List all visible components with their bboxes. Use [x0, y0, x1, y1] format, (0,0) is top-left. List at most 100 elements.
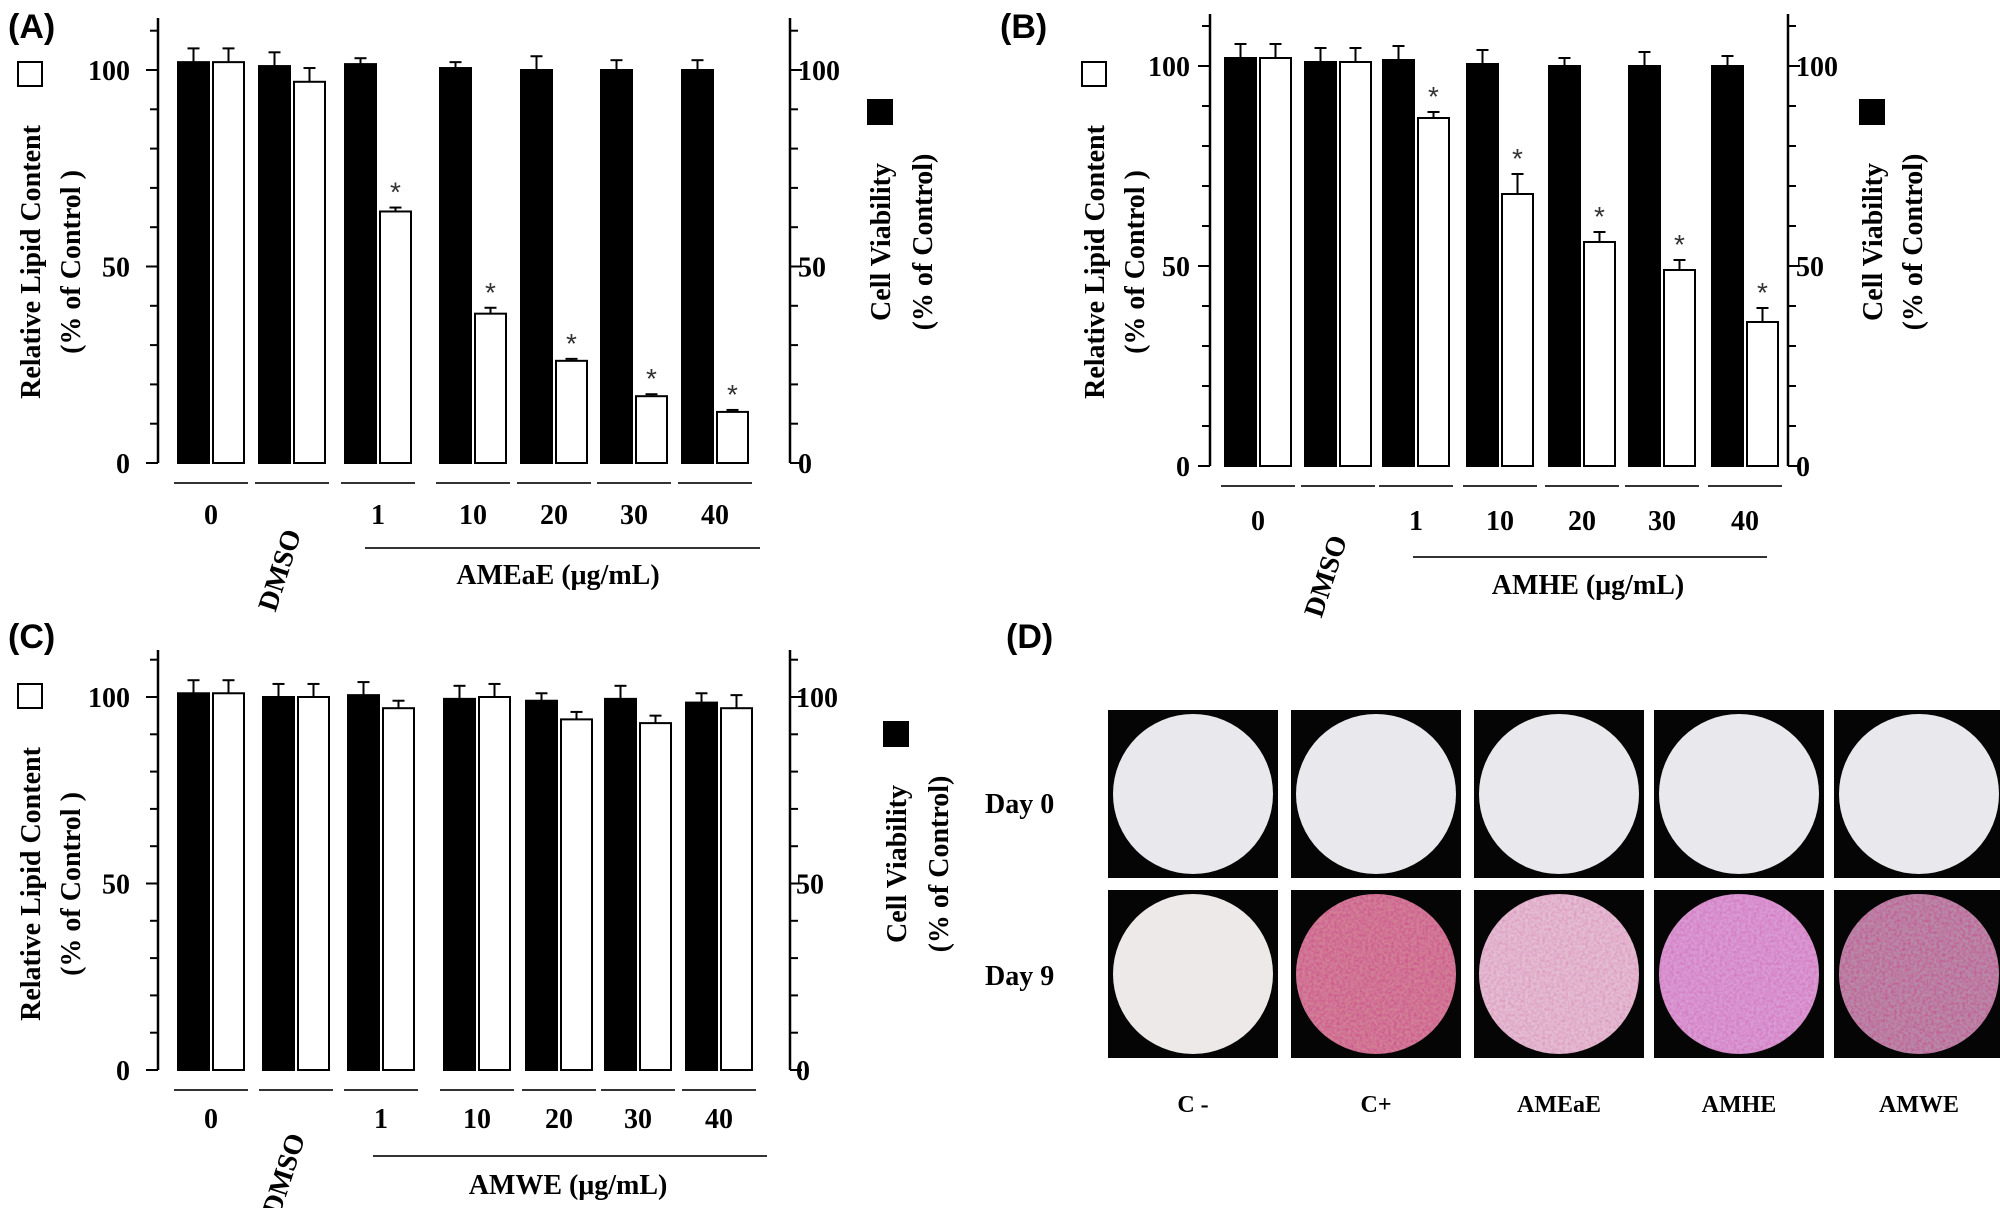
panel-b-bar-lipid [1663, 269, 1696, 467]
panel-b-category-label: 10 [1486, 506, 1514, 537]
panel-c-bar-lipid [297, 696, 330, 1071]
panel-c-left-axis-title: Relative Lipid Content [16, 746, 47, 1020]
panel-d: (D) C - C+ AMEaE AMHE AMWE Day 0 Day 9 [985, 618, 2000, 1118]
panel-a-left-tick-label: 0 [116, 449, 130, 480]
column-label: C - [1177, 1092, 1208, 1118]
panel-a-bar-lipid [379, 210, 412, 464]
panel-b-category-label-dmso: DMSO [1299, 532, 1354, 621]
panel-a-label: (A) [8, 8, 55, 46]
panel-b-right-tick-label: 100 [1796, 52, 1838, 83]
panel-a-bar-viability [600, 69, 633, 464]
panel-c-bar-lipid [639, 722, 672, 1071]
panel-a-category-label: 40 [701, 500, 729, 531]
panel-c-category-label: 10 [463, 1104, 491, 1135]
panel-a-category-label: 20 [540, 500, 568, 531]
panel-c-bar-viability [685, 701, 718, 1071]
panel-a-bar-lipid [555, 359, 588, 465]
panel-b-significance-star: * [1757, 277, 1768, 308]
panel-c-right-axis-subtitle: (% of Control) [924, 776, 955, 953]
panel-a-left-axis-title: Relative Lipid Content [16, 124, 47, 398]
panel-b-bar-viability [1382, 59, 1415, 467]
panel-a-bar-viability [344, 63, 377, 464]
panel-c-right-axis-title: Cell Viability [882, 785, 913, 943]
panel-b-bar-lipid [1583, 241, 1616, 467]
panel-b-label: (B) [1000, 8, 1047, 46]
panel-c-left-tick-label: 50 [102, 870, 130, 901]
culture-well [1659, 714, 1819, 874]
panel-a-category-label: 30 [620, 500, 648, 531]
panel-b-left-tick-label: 0 [1176, 452, 1190, 483]
panel-b-left-axis-title: Relative Lipid Content [1080, 124, 1111, 398]
panel-c-bar-viability [177, 692, 210, 1072]
culture-well [1113, 714, 1273, 874]
panel-b-category-label: 20 [1568, 506, 1596, 537]
panel-c-legend-filled-square [883, 721, 909, 747]
panel-c-bar-viability [347, 694, 380, 1071]
stain-speckle [1296, 894, 1456, 1054]
panel-a-bar-lipid [293, 80, 326, 464]
panel-c-left-tick-label: 100 [88, 683, 130, 714]
panel-a-right-tick-label: 100 [798, 56, 840, 87]
column-label: AMEaE [1517, 1092, 1601, 1118]
panel-c-group-label: AMWE (μg/mL) [469, 1170, 668, 1201]
panel-b-left-axis-subtitle: (% of Control ) [1120, 170, 1151, 354]
panel-a-category-label: 0 [204, 500, 218, 531]
panel-b-significance-star: * [1512, 143, 1523, 174]
panel-b-right-axis-subtitle: (% of Control) [1898, 154, 1929, 331]
panel-a-left-tick-label: 100 [88, 56, 130, 87]
panel-b-category-label: 0 [1251, 506, 1265, 537]
panel-c-left-axis-subtitle: (% of Control ) [56, 792, 87, 976]
panel-c-bar-viability [262, 696, 295, 1071]
culture-well [1839, 714, 1999, 874]
culture-well [1113, 894, 1273, 1054]
panel-a-bar-viability [258, 65, 291, 464]
stain-image-grid: C - C+ AMEaE AMHE AMWE [1108, 710, 2000, 1118]
panel-a-right-axis-title: Cell Viability [866, 163, 897, 321]
panel-a-category-label: 10 [459, 500, 487, 531]
panel-c-category-label: 1 [374, 1104, 388, 1135]
panel-b-group-label: AMHE (μg/mL) [1492, 570, 1684, 601]
panel-b-significance-star: * [1428, 81, 1439, 112]
panel-b-bar-lipid [1746, 321, 1779, 467]
panel-a-category-label-dmso: DMSO [253, 526, 308, 615]
panel-b-bar-lipid [1339, 61, 1372, 467]
panel-c-right-tick-label: 100 [796, 683, 838, 714]
panel-c-category-label-dmso: DMSO [257, 1130, 312, 1208]
panel-c-bar-lipid [382, 707, 415, 1071]
panel-b-legend-filled-square [1859, 99, 1885, 125]
panel-c-bar-lipid [560, 718, 593, 1071]
panel-b-bar-viability [1711, 65, 1744, 467]
panel-b-bar-lipid [1259, 57, 1292, 467]
panel-a-right-tick-label: 50 [798, 253, 826, 284]
panel-a-right-tick-label: 0 [798, 449, 812, 480]
panel-a-significance-star: * [646, 363, 657, 394]
panel-a-significance-star: * [566, 328, 577, 359]
panel-b-significance-star: * [1594, 201, 1605, 232]
panel-a-bar-lipid [474, 312, 507, 464]
panel-b-bar-lipid [1501, 193, 1534, 467]
panel-a-bar-lipid [716, 410, 749, 465]
stain-speckle [1839, 894, 1999, 1054]
column-label: AMWE [1879, 1092, 1959, 1118]
panel-c-category-label: 30 [624, 1104, 652, 1135]
panel-c-left-tick-label: 0 [116, 1056, 130, 1087]
panel-b-bar-viability [1224, 57, 1257, 467]
panel-c-bar-viability [525, 699, 558, 1071]
panel-a-bar-viability [177, 61, 210, 464]
panel-a-category-label: 1 [371, 500, 385, 531]
stain-speckle [1479, 894, 1639, 1054]
panel-a-significance-star: * [727, 379, 738, 410]
panel-b-bar-lipid [1417, 117, 1450, 467]
panel-b-right-tick-label: 50 [1796, 252, 1824, 283]
panel-c-bar-lipid [212, 692, 245, 1072]
panel-c-category-label: 20 [545, 1104, 573, 1135]
panel-c-right-tick-label: 50 [796, 870, 824, 901]
culture-well [1479, 714, 1639, 874]
panel-a-bar-lipid [635, 395, 668, 464]
panel-a-significance-star: * [390, 177, 401, 208]
row-label-day-0: Day 0 [985, 789, 1054, 820]
panel-b-category-label: 40 [1731, 506, 1759, 537]
